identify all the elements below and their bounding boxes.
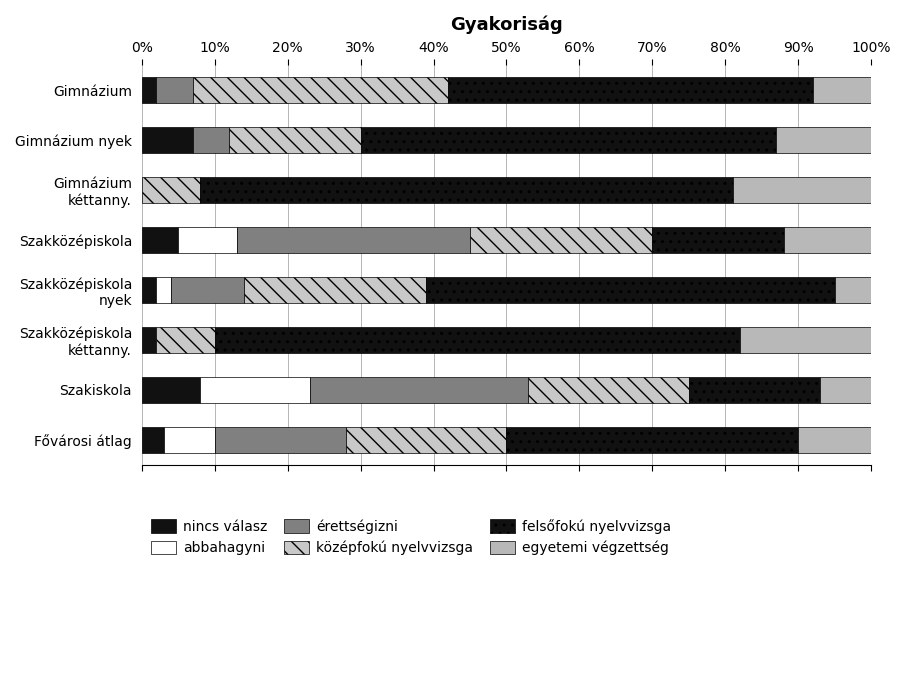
Bar [448, 77, 813, 103]
Bar [733, 177, 872, 203]
Bar [652, 227, 784, 253]
Bar [141, 227, 178, 253]
Bar [141, 77, 157, 103]
Legend: nincs válasz, abbahagyni, érettségizni, középfokú nyelvvizsga, felsőfokú nyelvvi: nincs válasz, abbahagyni, érettségizni, … [149, 516, 674, 558]
Bar [193, 127, 229, 153]
Bar [178, 227, 236, 253]
Bar [215, 427, 346, 453]
Bar [215, 327, 740, 353]
Bar [346, 427, 506, 453]
Bar [141, 427, 164, 453]
Bar [141, 127, 193, 153]
Bar [200, 177, 733, 203]
Bar [157, 327, 215, 353]
Bar [236, 227, 470, 253]
Bar [171, 277, 244, 303]
Bar [164, 427, 215, 453]
Bar [141, 177, 200, 203]
Bar [141, 377, 200, 403]
Bar [141, 327, 157, 353]
Bar [141, 277, 157, 303]
Bar [361, 127, 776, 153]
X-axis label: Gyakoriság: Gyakoriság [450, 15, 563, 34]
Bar [784, 227, 872, 253]
Bar [200, 377, 310, 403]
Bar [310, 377, 528, 403]
Bar [834, 277, 872, 303]
Bar [193, 77, 448, 103]
Bar [689, 377, 820, 403]
Bar [740, 327, 872, 353]
Bar [157, 277, 171, 303]
Bar [506, 427, 798, 453]
Bar [776, 127, 872, 153]
Bar [157, 77, 193, 103]
Bar [820, 377, 872, 403]
Bar [813, 77, 872, 103]
Bar [798, 427, 872, 453]
Bar [470, 227, 652, 253]
Bar [426, 277, 834, 303]
Bar [244, 277, 426, 303]
Bar [528, 377, 689, 403]
Bar [229, 127, 361, 153]
